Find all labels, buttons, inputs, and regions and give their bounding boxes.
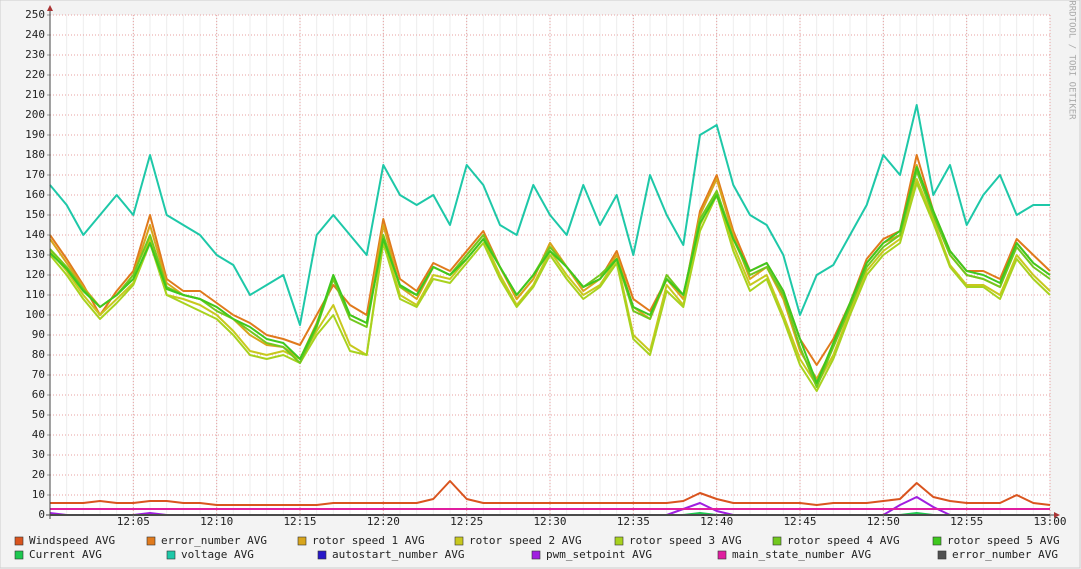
legend-label: Windspeed AVG [29, 534, 115, 547]
y-tick-label: 150 [25, 208, 45, 221]
y-tick-label: 210 [25, 88, 45, 101]
y-tick-label: 60 [32, 388, 45, 401]
y-tick-label: 230 [25, 48, 45, 61]
y-tick-label: 110 [25, 288, 45, 301]
y-tick-label: 20 [32, 468, 45, 481]
y-tick-label: 100 [25, 308, 45, 321]
legend-swatch [772, 536, 782, 546]
series-line [49, 182, 1051, 392]
y-tick-label: 180 [25, 148, 45, 161]
x-tick-label: 12:25 [450, 515, 483, 528]
legend-swatch [317, 550, 327, 560]
y-tick-label: 190 [25, 128, 45, 141]
legend-swatch [146, 536, 156, 546]
legend-swatch [937, 550, 947, 560]
y-tick-label: 250 [25, 8, 45, 21]
y-tick-label: 130 [25, 248, 45, 261]
y-tick-label: 40 [32, 428, 45, 441]
y-tick-label: 90 [32, 328, 45, 341]
legend-label: rotor speed 5 AVG [947, 534, 1060, 547]
y-tick-label: 120 [25, 268, 45, 281]
series-line [49, 166, 1051, 384]
series-line [49, 170, 1051, 388]
legend-label: error_number AVG [161, 534, 267, 547]
axes: 0 10 20 30 40 50 60 70 80 90 100 110 120 130 140 150 160… [25, 5, 1067, 528]
y-tick-label: 30 [32, 448, 45, 461]
legend-swatch [166, 550, 176, 560]
legend-label: voltage AVG [181, 548, 254, 561]
legend-label: Current AVG [29, 548, 102, 561]
x-tick-label: 12:05 [117, 515, 150, 528]
y-tick-label: 10 [32, 488, 45, 501]
legend-swatch [454, 536, 464, 546]
x-tick-label: 12:20 [367, 515, 400, 528]
y-tick-label: 50 [32, 408, 45, 421]
legend-label: rotor speed 2 AVG [469, 534, 582, 547]
y-tick-label: 0 [38, 508, 45, 521]
legend-swatch [932, 536, 942, 546]
legend-swatch [614, 536, 624, 546]
legend-label: error_number AVG [952, 548, 1058, 561]
legend-swatch [14, 536, 24, 546]
watermark: RRDTOOL / TOBI OETIKER [1067, 0, 1077, 120]
series-line [50, 480, 1051, 506]
y-tick-label: 200 [25, 108, 45, 121]
y-tick-label: 220 [25, 68, 45, 81]
y-tick-label: 80 [32, 348, 45, 361]
y-tick-label: 240 [25, 28, 45, 41]
legend-label: rotor speed 1 AVG [312, 534, 425, 547]
legend-label: rotor speed 4 AVG [787, 534, 900, 547]
legend-swatch [297, 536, 307, 546]
x-tick-label: 12:15 [283, 515, 316, 528]
x-tick-label: 12:55 [950, 515, 983, 528]
grid [49, 14, 1051, 516]
y-tick-label: 70 [32, 368, 45, 381]
legend-label: pwm_setpoint AVG [546, 548, 652, 561]
legend-swatch [14, 550, 24, 560]
legend-label: main_state_number AVG [732, 548, 871, 561]
y-tick-label: 140 [25, 228, 45, 241]
x-tick-label: 12:10 [200, 515, 233, 528]
legend-label: rotor speed 3 AVG [629, 534, 742, 547]
legend-swatch [531, 550, 541, 560]
x-tick-label: 12:40 [700, 515, 733, 528]
x-tick-label: 12:45 [783, 515, 816, 528]
x-tick-label: 13:00 [1033, 515, 1066, 528]
x-tick-label: 12:50 [867, 515, 900, 528]
x-axis-arrow [1054, 512, 1060, 518]
y-axis-arrow [47, 5, 53, 11]
series-line [49, 104, 1050, 326]
x-tick-label: 12:35 [617, 515, 650, 528]
y-tick-label: 170 [25, 168, 45, 181]
legend-swatch [717, 550, 727, 560]
x-tick-label: 12:30 [533, 515, 566, 528]
y-tick-label: 160 [25, 188, 45, 201]
legend-label: autostart_number AVG [332, 548, 464, 561]
